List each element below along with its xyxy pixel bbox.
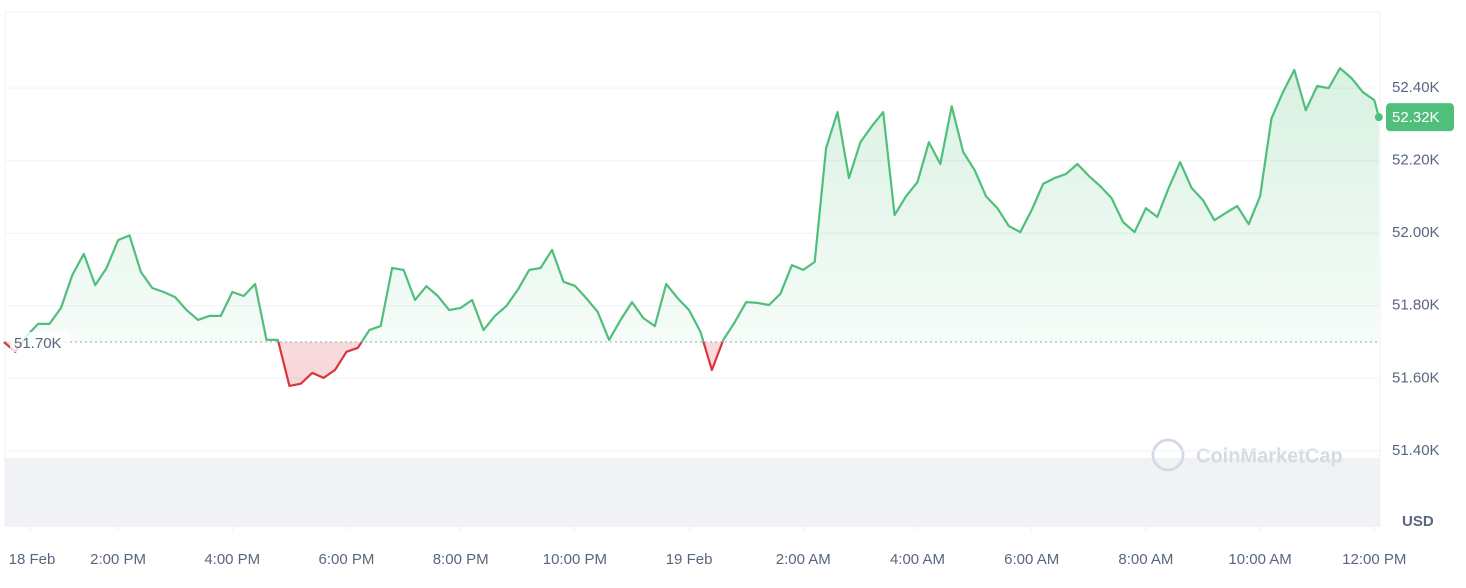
y-tick-label: 52.20K [1392,152,1440,169]
x-tick-label: 19 Feb [666,551,713,568]
baseline-label: 51.70K [14,335,62,352]
x-tick-label: 4:00 AM [890,551,945,568]
x-tick-label: 6:00 AM [1004,551,1059,568]
x-tick-label: 4:00 PM [204,551,260,568]
current-price-badge [1386,103,1454,132]
area-up [3,68,1379,343]
price-line-up [3,67,1380,343]
x-tick-label: 10:00 PM [543,551,607,568]
y-tick-label: 52.00K [1392,224,1440,241]
y-tick-label: 52.40K [1392,79,1440,96]
volume-backdrop [5,458,1380,527]
last-point [1374,113,1383,122]
watermark-text: CoinMarketCap [1196,445,1343,467]
x-tick-label: 18 Feb [9,551,56,568]
current-price-label: 52.32K [1392,109,1440,126]
x-tick-label: 8:00 AM [1118,551,1173,568]
x-tick-label: 2:00 AM [776,551,831,568]
x-tick-label: 12:00 PM [1342,551,1406,568]
x-tick-label: 2:00 PM [90,551,146,568]
x-tick-label: 10:00 AM [1228,551,1291,568]
y-tick-label: 51.60K [1392,369,1440,386]
x-tick-label: 8:00 PM [433,551,489,568]
y-tick-label: 51.80K [1392,297,1440,314]
y-tick-label: 51.40K [1392,442,1440,459]
watermark-logo [1151,438,1185,472]
baseline-label-bg [10,332,70,353]
y-unit-label: USD [1402,513,1434,530]
x-tick-label: 6:00 PM [319,551,375,568]
